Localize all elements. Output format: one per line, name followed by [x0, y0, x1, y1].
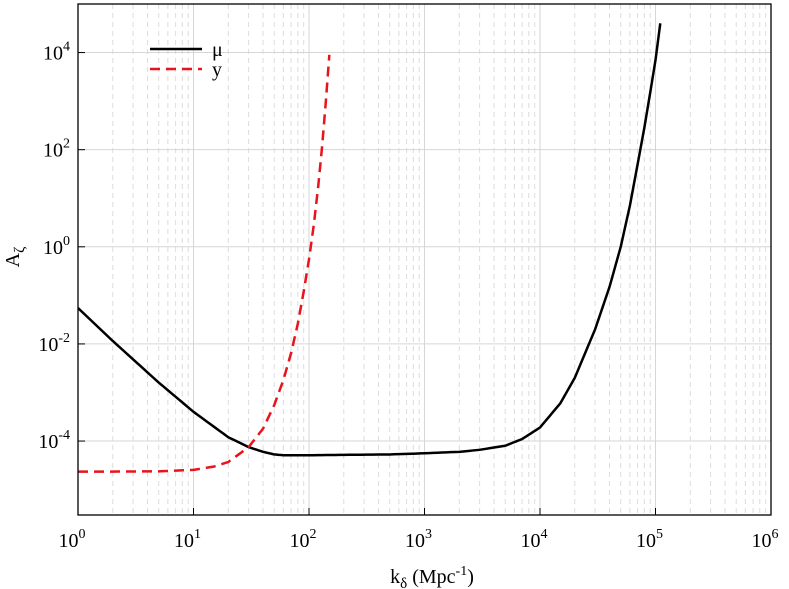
- x-tick-label: 101: [174, 527, 201, 552]
- y-tick-label: 104: [43, 40, 70, 65]
- y-axis-label-base: A: [2, 252, 24, 267]
- x-tick-label: 100: [59, 527, 86, 552]
- y-tick-label: 102: [43, 137, 70, 162]
- y-axis-label: Aζ: [2, 247, 28, 268]
- x-axis-label-unit: (Mpc: [407, 566, 455, 588]
- x-axis-label-unit-exp: -1: [456, 564, 468, 579]
- x-axis-label-sub: δ: [400, 576, 407, 589]
- y-tick-label: 10-2: [38, 331, 70, 356]
- y-axis-label-sub: ζ: [12, 247, 28, 253]
- y-tick-label: 100: [43, 234, 70, 259]
- x-axis-label-base: k: [390, 566, 400, 588]
- x-tick-label: 102: [290, 527, 317, 552]
- x-tick-label: 106: [752, 527, 779, 552]
- legend-label-mu: μ: [212, 39, 223, 61]
- x-tick-label: 105: [636, 527, 663, 552]
- y-tick-label: 10-4: [38, 428, 70, 453]
- grid-layer: [77, 4, 772, 515]
- x-axis-label: kδ (Mpc-1): [390, 564, 474, 589]
- series-line-mu: [78, 23, 662, 457]
- tick-layer: 100 101 102 103 104 105 106 10-4 10-2 100 102 104: [38, 40, 778, 552]
- x-tick-label: 103: [405, 527, 432, 552]
- x-axis-label-unit-close: ): [467, 566, 474, 588]
- series-layer: [78, 23, 662, 473]
- series-line-y: [78, 54, 331, 473]
- legend-label-y: y: [212, 59, 222, 81]
- legend: μ y: [150, 39, 223, 81]
- x-tick-label: 104: [521, 527, 548, 552]
